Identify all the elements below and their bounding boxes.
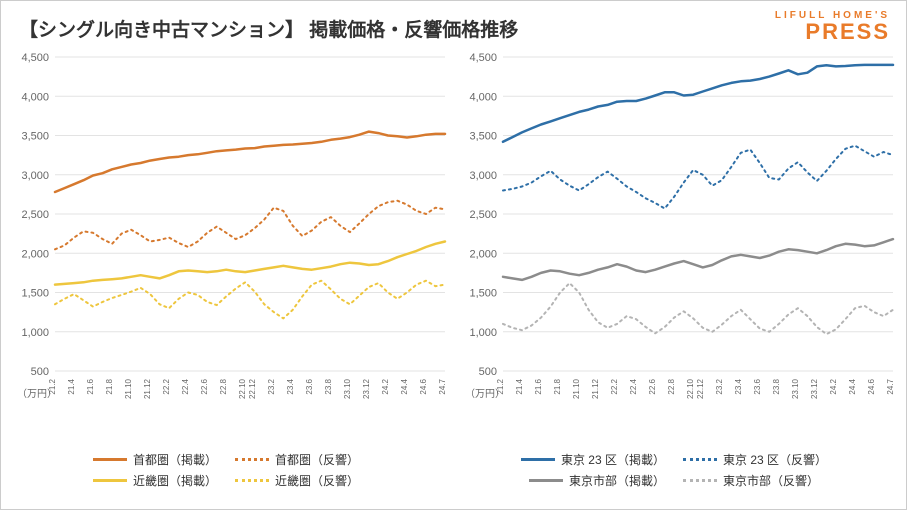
svg-text:23.4: 23.4 [286, 378, 295, 394]
svg-text:23.6: 23.6 [305, 378, 314, 394]
svg-text:23.6: 23.6 [753, 378, 762, 394]
svg-text:23.2: 23.2 [267, 378, 276, 394]
svg-text:24.6: 24.6 [867, 378, 876, 394]
brand-line-2: PRESS [775, 21, 890, 43]
legend-swatch [235, 479, 269, 482]
page: 【シングル向き中古マンション】 掲載価格・反響価格推移 LIFULL HOME'… [0, 0, 907, 510]
svg-text:22.10: 22.10 [686, 378, 695, 399]
chart-left: 500 1,000 1,500 2,000 2,500 3,000 3,500 4,000 4,… [11, 51, 451, 416]
legend-item: 近畿圏（掲載） [93, 472, 217, 489]
svg-text:22.12: 22.12 [248, 378, 257, 399]
svg-text:22.8: 22.8 [667, 378, 676, 394]
chart-right-svg: 500 1,000 1,500 2,000 2,500 3,000 3,500 4,000 4,… [459, 51, 899, 411]
legend-label: 近畿圏（掲載） [133, 472, 217, 489]
chart-left-svg: 500 1,000 1,500 2,000 2,500 3,000 3,500 4,000 4,… [11, 51, 451, 411]
svg-text:4,000: 4,000 [469, 91, 497, 103]
legend-item: 近畿圏（反響） [235, 472, 359, 489]
chart-right: 500 1,000 1,500 2,000 2,500 3,000 3,500 4,000 4,… [459, 51, 899, 416]
svg-text:21.10: 21.10 [572, 378, 581, 399]
svg-text:21.4: 21.4 [515, 378, 524, 394]
svg-text:22.12: 22.12 [696, 378, 705, 399]
svg-text:24.7: 24.7 [438, 378, 447, 394]
svg-text:24.2: 24.2 [829, 378, 838, 394]
svg-text:22.6: 22.6 [200, 378, 209, 394]
brand-logo: LIFULL HOME'S PRESS [775, 11, 890, 43]
svg-text:500: 500 [31, 366, 49, 378]
legend-label: 東京市部（反響） [723, 472, 819, 489]
svg-text:22.8: 22.8 [219, 378, 228, 394]
svg-text:4,500: 4,500 [21, 52, 49, 64]
svg-text:23.2: 23.2 [715, 378, 724, 394]
svg-text:21.10: 21.10 [124, 378, 133, 399]
svg-text:23.12: 23.12 [810, 378, 819, 399]
svg-text:22.10: 22.10 [238, 378, 247, 399]
legend-swatch [683, 458, 717, 461]
svg-text:23.4: 23.4 [734, 378, 743, 394]
svg-text:22.4: 22.4 [181, 378, 190, 394]
legend-item: 東京 23 区（掲載） [521, 451, 665, 468]
y-unit-left: （万円） [17, 385, 57, 400]
svg-text:3,500: 3,500 [469, 131, 497, 143]
svg-text:21.6: 21.6 [534, 378, 543, 394]
svg-text:21.8: 21.8 [105, 378, 114, 394]
svg-text:21.8: 21.8 [553, 378, 562, 394]
svg-text:22.2: 22.2 [162, 378, 171, 394]
legend-label: 首都圏（掲載） [133, 451, 217, 468]
svg-text:24.7: 24.7 [886, 378, 895, 394]
svg-text:23.10: 23.10 [791, 378, 800, 399]
legend-swatch [521, 458, 555, 461]
svg-text:22.2: 22.2 [610, 378, 619, 394]
legend-item: 首都圏（反響） [235, 451, 359, 468]
legend-swatch [93, 458, 127, 461]
legend-item: 東京市部（反響） [683, 472, 819, 489]
svg-text:4,000: 4,000 [21, 91, 49, 103]
legend-item: 首都圏（掲載） [93, 451, 217, 468]
legend-label: 近畿圏（反響） [275, 472, 359, 489]
svg-text:21.12: 21.12 [591, 378, 600, 399]
svg-text:500: 500 [479, 366, 497, 378]
svg-text:1,000: 1,000 [469, 327, 497, 339]
legend-swatch [235, 458, 269, 461]
svg-text:2,500: 2,500 [469, 209, 497, 221]
svg-text:21.12: 21.12 [143, 378, 152, 399]
svg-text:22.6: 22.6 [648, 378, 657, 394]
svg-text:21.6: 21.6 [86, 378, 95, 394]
y-unit-right: （万円） [465, 385, 505, 400]
svg-text:22.4: 22.4 [629, 378, 638, 394]
svg-text:1,500: 1,500 [21, 288, 49, 300]
svg-text:24.4: 24.4 [400, 378, 409, 394]
svg-text:23.8: 23.8 [324, 378, 333, 394]
svg-text:3,000: 3,000 [469, 170, 497, 182]
svg-text:23.12: 23.12 [362, 378, 371, 399]
svg-text:4,500: 4,500 [469, 52, 497, 64]
legend-swatch [683, 479, 717, 482]
svg-text:1,000: 1,000 [21, 327, 49, 339]
legend-left: 首都圏（掲載） 首都圏（反響） 近畿圏（掲載） 近畿圏（反響） [11, 447, 441, 489]
legend-label: 首都圏（反響） [275, 451, 359, 468]
legend-item: 東京 23 区（反響） [683, 451, 827, 468]
legend-label: 東京市部（掲載） [569, 472, 665, 489]
svg-text:2,500: 2,500 [21, 209, 49, 221]
svg-text:2,000: 2,000 [21, 248, 49, 260]
svg-text:2,000: 2,000 [469, 248, 497, 260]
svg-text:24.2: 24.2 [381, 378, 390, 394]
legend-swatch [93, 479, 127, 482]
svg-text:3,000: 3,000 [21, 170, 49, 182]
legend-label: 東京 23 区（掲載） [561, 451, 665, 468]
legend-item: 東京市部（掲載） [529, 472, 665, 489]
svg-text:23.8: 23.8 [772, 378, 781, 394]
legend-label: 東京 23 区（反響） [723, 451, 827, 468]
svg-text:3,500: 3,500 [21, 131, 49, 143]
svg-text:23.10: 23.10 [343, 378, 352, 399]
page-title: 【シングル向き中古マンション】 掲載価格・反響価格推移 [19, 15, 518, 42]
svg-text:24.4: 24.4 [848, 378, 857, 394]
legend-right: 東京 23 区（掲載） 東京 23 区（反響） 東京市部（掲載） 東京市部（反響） [459, 447, 889, 489]
svg-text:21.4: 21.4 [67, 378, 76, 394]
legend-swatch [529, 479, 563, 482]
svg-text:24.6: 24.6 [419, 378, 428, 394]
svg-text:1,500: 1,500 [469, 288, 497, 300]
